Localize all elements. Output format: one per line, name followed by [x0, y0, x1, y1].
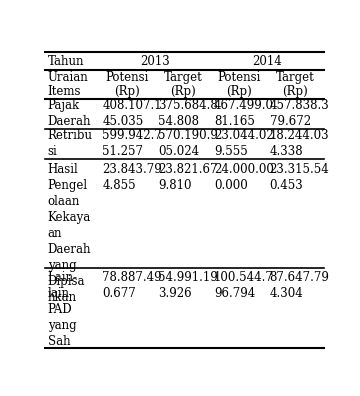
Text: Retribu
si: Retribu si	[48, 129, 93, 158]
Text: 375.684.8
54.808: 375.684.8 54.808	[158, 99, 218, 128]
Text: Potensi
(Rp): Potensi (Rp)	[105, 70, 149, 98]
Text: 23.821.67
9.810: 23.821.67 9.810	[158, 163, 217, 192]
Text: 100.544.7
96.794: 100.544.7 96.794	[214, 271, 274, 301]
Text: Target
(Rp): Target (Rp)	[164, 70, 202, 98]
Text: 24.000.00
0.000: 24.000.00 0.000	[214, 163, 274, 192]
Text: 599.942.7
51.257: 599.942.7 51.257	[102, 129, 162, 158]
Text: 23.044.02
9.555: 23.044.02 9.555	[214, 129, 274, 158]
Text: 54.991.19
3.926: 54.991.19 3.926	[158, 271, 218, 301]
Text: Tahun: Tahun	[48, 55, 84, 68]
Text: Target
(Rp): Target (Rp)	[276, 70, 315, 98]
Text: 2014: 2014	[253, 55, 282, 68]
Text: 18.244.03
4.338: 18.244.03 4.338	[270, 129, 329, 158]
Text: 457.838.3
79.672: 457.838.3 79.672	[270, 99, 329, 128]
Text: 78.887.49
0.677: 78.887.49 0.677	[102, 271, 162, 301]
Text: Potensi
(Rp): Potensi (Rp)	[217, 70, 261, 98]
Text: 23.843.79
4.855: 23.843.79 4.855	[102, 163, 162, 192]
Text: 87.647.79
4.304: 87.647.79 4.304	[270, 271, 329, 301]
Text: Uraian
Items: Uraian Items	[48, 70, 89, 98]
Text: 23.315.54
0.453: 23.315.54 0.453	[270, 163, 329, 192]
Text: Hasil
Pengel
olaan
Kekaya
an
Daerah
yang
Dipisa
hkan: Hasil Pengel olaan Kekaya an Daerah yang…	[48, 163, 91, 304]
Text: 2013: 2013	[140, 55, 170, 68]
Text: 467.499.0
81.165: 467.499.0 81.165	[214, 99, 274, 128]
Text: 570.190.9
05.024: 570.190.9 05.024	[158, 129, 218, 158]
Text: 408.107.1
45.035: 408.107.1 45.035	[102, 99, 162, 128]
Text: Lain-
lain
PAD
yang
Sah: Lain- lain PAD yang Sah	[48, 271, 78, 348]
Text: Pajak
Daerah: Pajak Daerah	[48, 99, 91, 128]
